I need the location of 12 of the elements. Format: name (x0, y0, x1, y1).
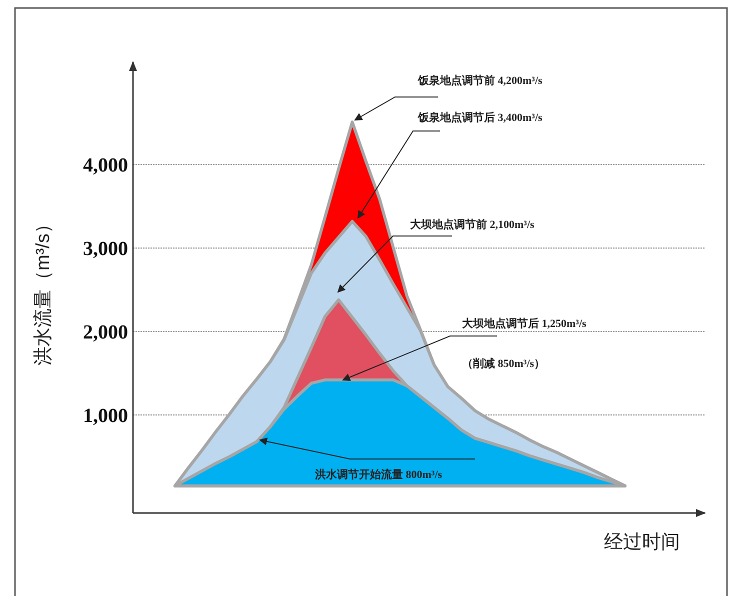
annotation: 饭泉地点调节后 3,400m³/s (417, 111, 544, 124)
y-tick-label: 1,000 (83, 404, 128, 427)
annotation: 大坝地点调节后 1,250m³/s (462, 317, 588, 330)
y-tick-label: 4,000 (83, 154, 128, 177)
y-tick-label: 2,000 (83, 322, 128, 344)
annotation: 饭泉地点调节前 4,200m³/s (417, 74, 544, 87)
annotation: （削减 850m³/s） (462, 357, 546, 370)
x-axis-title: 经过时间 (604, 532, 680, 553)
y-axis-title: 洪水流量（m³/s） (32, 214, 54, 366)
y-tick-label: 3,000 (83, 238, 128, 260)
annotation: 洪水调节开始流量 800m³/s (314, 468, 443, 481)
annotation: 大坝地点调节前 2,100m³/s (410, 218, 536, 231)
